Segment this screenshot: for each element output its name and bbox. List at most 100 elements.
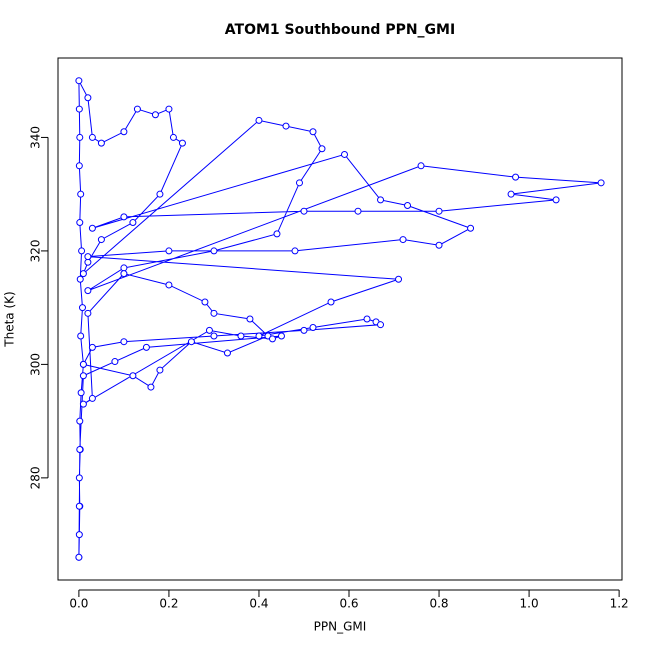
data-point xyxy=(76,275,84,283)
plot-frame xyxy=(57,57,623,581)
data-point xyxy=(156,190,164,198)
data-point xyxy=(129,219,137,227)
data-point xyxy=(88,224,96,232)
y-tick-label: 300 xyxy=(29,353,43,376)
data-point xyxy=(88,394,96,402)
data-point xyxy=(435,207,443,215)
data-point xyxy=(210,247,218,255)
data-point xyxy=(88,343,96,351)
data-point xyxy=(223,349,231,357)
data-point xyxy=(327,298,335,306)
data-point xyxy=(597,179,605,187)
data-point xyxy=(78,247,86,255)
x-tick-label: 1.0 xyxy=(520,597,539,611)
data-point xyxy=(363,315,371,323)
data-point xyxy=(552,196,560,204)
data-point xyxy=(318,145,326,153)
data-point xyxy=(75,77,83,85)
data-line xyxy=(78,80,602,558)
data-point xyxy=(169,133,177,141)
data-point xyxy=(255,116,263,124)
data-point xyxy=(79,400,87,408)
data-point xyxy=(84,258,92,266)
x-tick-label: 0.8 xyxy=(429,597,448,611)
data-point xyxy=(77,332,85,340)
data-point xyxy=(467,224,475,232)
data-point xyxy=(404,202,412,210)
data-point xyxy=(77,190,85,198)
data-point xyxy=(97,139,105,147)
data-point xyxy=(165,247,173,255)
data-point xyxy=(246,315,254,323)
data-point xyxy=(295,179,303,187)
data-point xyxy=(291,247,299,255)
data-point xyxy=(84,287,92,295)
y-axis-label: Theta (K) xyxy=(3,291,17,347)
data-point xyxy=(120,213,128,221)
data-point xyxy=(76,133,84,141)
data-point xyxy=(76,417,84,425)
data-point xyxy=(84,309,92,317)
x-tick-label: 1.2 xyxy=(610,597,629,611)
data-point xyxy=(165,105,173,113)
data-point xyxy=(120,264,128,272)
data-point xyxy=(84,253,92,261)
y-tick-label: 280 xyxy=(29,466,43,489)
data-point xyxy=(300,326,308,334)
data-point xyxy=(147,383,155,391)
data-point xyxy=(79,270,87,278)
data-point xyxy=(354,207,362,215)
data-point xyxy=(395,275,403,283)
data-point xyxy=(210,309,218,317)
data-point xyxy=(75,105,83,113)
y-tick-label: 320 xyxy=(29,239,43,262)
data-point xyxy=(309,324,317,332)
data-point xyxy=(187,338,195,346)
data-point xyxy=(178,139,186,147)
data-point xyxy=(377,321,385,329)
x-tick-label: 0.6 xyxy=(339,597,358,611)
data-point xyxy=(88,133,96,141)
data-point xyxy=(309,128,317,136)
data-point xyxy=(133,105,141,113)
x-axis-label: PPN_GMI xyxy=(314,620,367,634)
y-tick-label: 340 xyxy=(29,126,43,149)
data-point xyxy=(435,241,443,249)
data-point xyxy=(282,122,290,130)
data-point xyxy=(507,190,515,198)
data-point xyxy=(417,162,425,170)
data-point xyxy=(268,335,276,343)
data-point xyxy=(129,372,137,380)
data-point xyxy=(75,474,83,482)
data-point xyxy=(84,94,92,102)
data-point xyxy=(156,366,164,374)
data-point xyxy=(78,304,86,312)
data-point xyxy=(111,358,119,366)
data-point xyxy=(255,332,263,340)
data-point xyxy=(165,281,173,289)
data-point xyxy=(120,128,128,136)
x-tick-label: 0.4 xyxy=(249,597,268,611)
data-point xyxy=(205,326,213,334)
data-point xyxy=(201,298,209,306)
data-point xyxy=(120,338,128,346)
data-point xyxy=(79,372,87,380)
data-point xyxy=(76,446,84,453)
data-point xyxy=(79,360,87,368)
data-point xyxy=(75,502,83,510)
x-tick-label: 0.0 xyxy=(69,597,88,611)
data-point xyxy=(210,332,218,340)
data-point xyxy=(300,207,308,215)
data-point xyxy=(97,236,105,244)
data-point xyxy=(77,389,85,397)
x-tick-label: 0.2 xyxy=(159,597,178,611)
data-point xyxy=(151,111,159,119)
data-point xyxy=(237,332,245,340)
data-point xyxy=(142,343,150,351)
chart-title: ATOM1 Southbound PPN_GMI xyxy=(225,22,455,38)
data-point xyxy=(377,196,385,204)
data-point xyxy=(399,236,407,244)
data-point xyxy=(75,531,83,539)
data-point xyxy=(273,230,281,238)
